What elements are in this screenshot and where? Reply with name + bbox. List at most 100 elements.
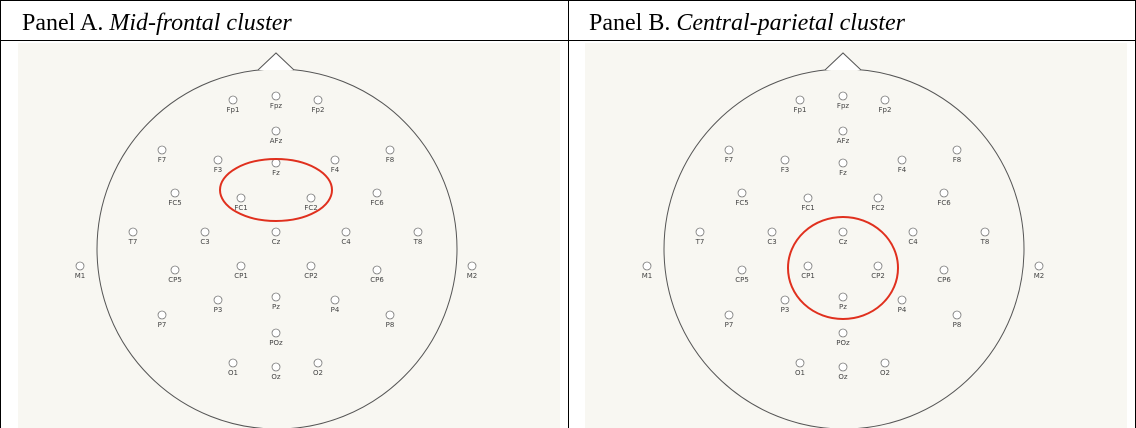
electrode-label: C4 xyxy=(341,238,351,246)
electrode-label: Fz xyxy=(272,169,280,177)
electrode xyxy=(271,292,281,302)
panel-name: Mid-frontal cluster xyxy=(108,10,292,36)
electrode xyxy=(271,362,281,372)
panel-label: Panel B. xyxy=(589,10,676,36)
electrode xyxy=(803,193,813,203)
electrode-label: P3 xyxy=(214,306,223,314)
panel: Panel B. Central-parietal cluster Fp1 Fpz F… xyxy=(585,10,1127,428)
electrode-label: AFz xyxy=(837,137,850,145)
electrode-label: P8 xyxy=(953,321,962,329)
electrode-label: F4 xyxy=(331,166,340,174)
electrode-label: F8 xyxy=(953,156,961,164)
electrode xyxy=(873,261,883,271)
electrode xyxy=(372,265,382,275)
electrode-label: CP2 xyxy=(304,272,318,280)
cluster-highlight xyxy=(787,216,899,320)
electrode xyxy=(213,295,223,305)
electrode xyxy=(157,145,167,155)
electrode xyxy=(737,188,747,198)
electrode xyxy=(952,310,962,320)
electrode xyxy=(313,95,323,105)
electrode-label: T7 xyxy=(128,238,138,246)
electrode xyxy=(952,145,962,155)
electrode-label: M1 xyxy=(75,272,86,280)
electrode-label: FC6 xyxy=(370,199,384,207)
electrode xyxy=(897,155,907,165)
nose xyxy=(257,52,295,71)
electrode-label: FC1 xyxy=(234,204,247,212)
electrode xyxy=(803,261,813,271)
electrode xyxy=(897,295,907,305)
electrode xyxy=(795,95,805,105)
electrode xyxy=(313,358,323,368)
electrode xyxy=(724,145,734,155)
panel-label: Panel A. xyxy=(22,10,109,36)
electrode xyxy=(385,310,395,320)
electrode-label: FC1 xyxy=(801,204,814,212)
electrode-label: Cz xyxy=(839,238,848,246)
electrode xyxy=(767,227,777,237)
electrode xyxy=(271,91,281,101)
electrode-label: Oz xyxy=(838,373,848,381)
electrode-label: Fpz xyxy=(837,102,849,110)
electrode-label: Cz xyxy=(272,238,281,246)
electrode-label: P4 xyxy=(331,306,340,314)
electrode-label: Fz xyxy=(839,169,847,177)
electrode xyxy=(880,358,890,368)
nose xyxy=(824,52,862,71)
electrode xyxy=(372,188,382,198)
electrode xyxy=(838,158,848,168)
electrode-label: CP1 xyxy=(801,272,815,280)
electrode xyxy=(271,158,281,168)
electrode xyxy=(1034,261,1044,271)
electrode xyxy=(330,295,340,305)
electrode-label: CP5 xyxy=(168,276,182,284)
electrode xyxy=(236,261,246,271)
electrode-label: C4 xyxy=(908,238,918,246)
electrode-label: POz xyxy=(269,339,283,347)
electrode-label: P7 xyxy=(158,321,167,329)
electrode xyxy=(838,126,848,136)
electrode-label: C3 xyxy=(767,238,776,246)
electrode xyxy=(880,95,890,105)
electrode-label: CP2 xyxy=(871,272,885,280)
electrode xyxy=(838,227,848,237)
electrode xyxy=(908,227,918,237)
electrode-label: AFz xyxy=(270,137,283,145)
electrode-label: F3 xyxy=(214,166,222,174)
electrode xyxy=(695,227,705,237)
electrode-label: O2 xyxy=(880,369,890,377)
electrode-label: T8 xyxy=(980,238,990,246)
electrode xyxy=(873,193,883,203)
electrode xyxy=(330,155,340,165)
electrode-label: Pz xyxy=(272,303,280,311)
content: Panel A. Mid-frontal cluster Fp1 Fpz Fp2 AFz… xyxy=(18,10,1127,428)
electrode-label: F7 xyxy=(158,156,166,164)
electrode-label: T7 xyxy=(695,238,705,246)
electrode-label: CP5 xyxy=(735,276,749,284)
electrode xyxy=(271,126,281,136)
electrode-label: P3 xyxy=(781,306,790,314)
electrode xyxy=(306,261,316,271)
electrode-label: T8 xyxy=(413,238,423,246)
electrode xyxy=(795,358,805,368)
electrode xyxy=(724,310,734,320)
electrode xyxy=(170,188,180,198)
electrode xyxy=(213,155,223,165)
electrode xyxy=(236,193,246,203)
electrode-label: M2 xyxy=(467,272,478,280)
electrode xyxy=(780,155,790,165)
electrode xyxy=(228,358,238,368)
electrode-label: Fpz xyxy=(270,102,282,110)
electrode xyxy=(170,265,180,275)
electrode xyxy=(128,227,138,237)
electrode xyxy=(341,227,351,237)
electrode-label: C3 xyxy=(200,238,209,246)
electrode-label: O2 xyxy=(313,369,323,377)
electrode xyxy=(838,362,848,372)
electrode-label: P7 xyxy=(725,321,734,329)
electrode-label: M1 xyxy=(642,272,653,280)
map-background xyxy=(585,43,1127,428)
electrode-label: CP6 xyxy=(937,276,951,284)
